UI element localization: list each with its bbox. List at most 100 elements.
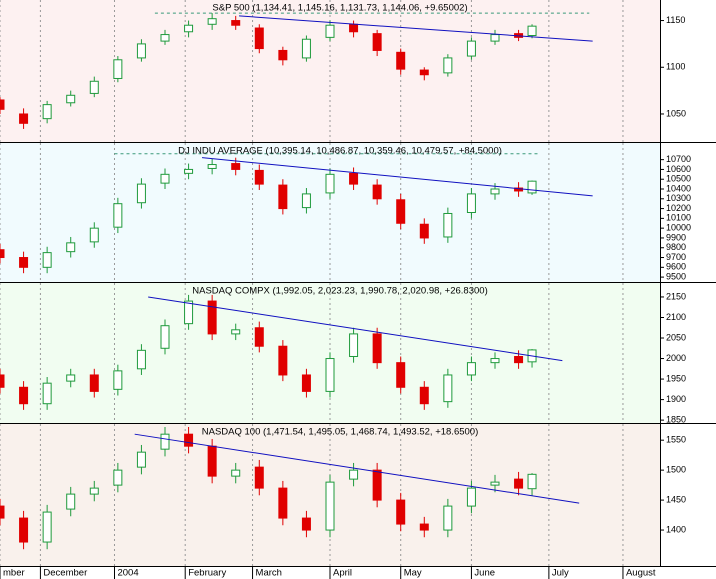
y-tick-label: 2050 bbox=[666, 332, 686, 342]
candle-body bbox=[301, 193, 311, 209]
candle-body bbox=[527, 473, 537, 490]
candle-body bbox=[136, 183, 146, 204]
candle-body bbox=[231, 469, 241, 477]
x-tick-label: April bbox=[333, 568, 352, 579]
y-tick-label: 10700 bbox=[666, 154, 691, 164]
candle-body bbox=[231, 20, 241, 26]
x-tick-label: March bbox=[256, 568, 282, 579]
candle-body bbox=[19, 113, 29, 124]
candle-body bbox=[466, 193, 476, 214]
candle-body bbox=[19, 257, 29, 268]
y-tick-label: 2000 bbox=[666, 353, 686, 363]
candle-body bbox=[443, 374, 453, 403]
candle-body bbox=[160, 325, 170, 349]
candle-body bbox=[490, 358, 500, 364]
y-tick-label: 2100 bbox=[666, 312, 686, 322]
candle-body bbox=[396, 51, 406, 70]
y-tick-label: 1500 bbox=[666, 465, 686, 475]
candle-body bbox=[207, 164, 217, 169]
y-tick-label: 10500 bbox=[666, 174, 691, 184]
candle-body bbox=[136, 349, 146, 370]
candle-body bbox=[301, 38, 311, 59]
candle-body bbox=[66, 242, 76, 253]
y-tick-label: 1950 bbox=[666, 373, 686, 383]
candle-body bbox=[301, 517, 311, 531]
candle-body bbox=[19, 386, 29, 405]
candle-body bbox=[349, 469, 359, 480]
candle-body bbox=[514, 355, 524, 364]
candle-body bbox=[301, 374, 311, 392]
candle-body bbox=[66, 374, 76, 382]
candle-body bbox=[443, 57, 453, 74]
candle-body bbox=[419, 69, 429, 76]
candle-body bbox=[231, 163, 241, 170]
candle-body bbox=[136, 451, 146, 468]
candle-body bbox=[42, 252, 52, 268]
candle-body bbox=[42, 104, 52, 120]
candle-body bbox=[396, 362, 406, 388]
y-tick-label: 1150 bbox=[666, 15, 685, 25]
x-tick-label: May bbox=[404, 568, 422, 579]
candle-body bbox=[443, 505, 453, 531]
trendline bbox=[148, 296, 563, 362]
y-tick-label: 9900 bbox=[666, 232, 686, 242]
candle-body bbox=[66, 94, 76, 104]
candle-body bbox=[278, 184, 288, 210]
candle-body bbox=[372, 184, 382, 200]
trendline bbox=[239, 15, 593, 42]
y-tick-label: 9500 bbox=[666, 271, 686, 281]
candle-body bbox=[419, 386, 429, 405]
candle-body bbox=[396, 499, 406, 525]
candle-body bbox=[254, 169, 264, 185]
candle-body bbox=[160, 433, 170, 450]
candle-body bbox=[490, 34, 500, 42]
candle-body bbox=[254, 327, 264, 347]
candle-body bbox=[396, 199, 406, 224]
x-tick-label: February bbox=[188, 568, 226, 579]
panel-title: NASDAQ COMPX (1,992.05, 2,023.23, 1,990.… bbox=[192, 286, 487, 297]
candle-body bbox=[89, 227, 99, 243]
y-tick-label: 1850 bbox=[666, 415, 686, 425]
candle-body bbox=[89, 80, 99, 94]
candle-body bbox=[231, 329, 241, 335]
candle-body bbox=[0, 374, 5, 388]
candle-body bbox=[207, 18, 217, 25]
y-tick-label: 10000 bbox=[666, 223, 691, 233]
candle-body bbox=[42, 382, 52, 405]
y-tick-label: 10400 bbox=[666, 183, 691, 193]
trendline bbox=[134, 433, 580, 504]
candle-body bbox=[325, 24, 335, 38]
y-tick-label: 9800 bbox=[666, 242, 686, 252]
x-tick-label: mber bbox=[3, 568, 25, 579]
candle-body bbox=[184, 168, 194, 174]
x-tick-label: August bbox=[626, 568, 656, 579]
candle-body bbox=[254, 27, 264, 50]
candle-body bbox=[19, 517, 29, 543]
candle-body bbox=[0, 249, 5, 259]
candle-body bbox=[254, 466, 264, 489]
y-tick-label: 1400 bbox=[666, 524, 686, 534]
candle-body bbox=[466, 362, 476, 376]
candle-body bbox=[514, 478, 524, 489]
trendline bbox=[201, 157, 593, 197]
candle-body bbox=[527, 180, 537, 194]
candle-body bbox=[113, 59, 123, 79]
candle-body bbox=[372, 33, 382, 51]
x-tick-label: July bbox=[552, 568, 569, 579]
candle-body bbox=[466, 487, 476, 507]
candle-body bbox=[372, 333, 382, 364]
x-tick-label: June bbox=[474, 568, 495, 579]
candle-body bbox=[372, 469, 382, 501]
candle-body bbox=[160, 173, 170, 184]
y-tick-label: 1450 bbox=[666, 494, 686, 504]
y-tick-label: 9600 bbox=[666, 262, 686, 272]
candle-body bbox=[325, 481, 335, 531]
x-tick-label: December bbox=[43, 568, 87, 579]
candle-body bbox=[278, 487, 288, 519]
panel-title: S&P 500 (1,134.41, 1,145.16, 1,131.73, 1… bbox=[212, 3, 467, 14]
candle-body bbox=[42, 511, 52, 543]
candle-body bbox=[136, 43, 146, 59]
candle-body bbox=[278, 49, 288, 61]
panel-title: NASDAQ 100 (1,471.54, 1,495.05, 1,468.74… bbox=[202, 427, 479, 438]
